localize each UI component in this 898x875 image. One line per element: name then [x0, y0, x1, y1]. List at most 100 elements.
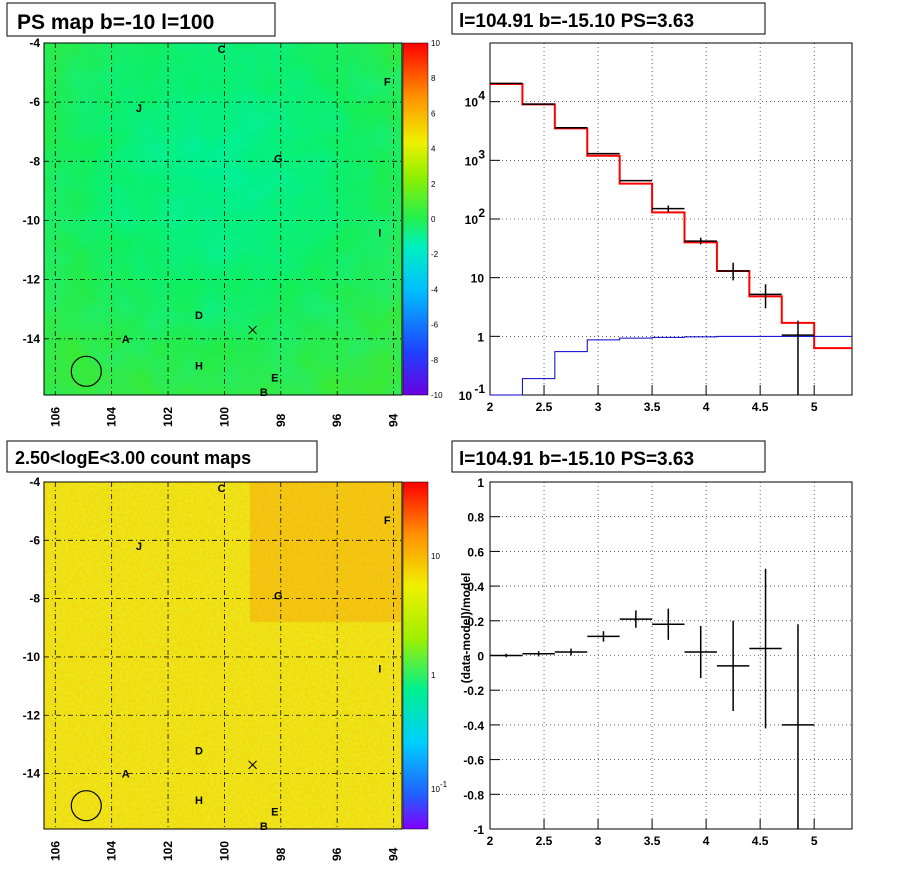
- residual-x-tick-2: 2: [487, 834, 494, 848]
- residual-x-tick-4.5: 4.5: [752, 834, 769, 848]
- bl-x-tick-96: 96: [330, 847, 344, 861]
- tl-x-tick-96: 96: [330, 413, 344, 427]
- bl-y-tick--4: -4: [29, 475, 40, 489]
- residual-panel: l=104.91 b=-15.10 PS=3.63 2 2.5 3 3.5 4 4.5 5 -…: [451, 440, 853, 848]
- ps-colorbar: [402, 42, 429, 396]
- spectrum-x-tick-5: 5: [811, 400, 818, 414]
- ps-map-sources: C F J G I D A H EB: [70, 44, 391, 399]
- tl-source-A: A: [122, 334, 130, 346]
- count-map-grid: [44, 481, 402, 829]
- bl-x-tick-100: 100: [217, 841, 231, 861]
- bl-psf-circle: [70, 790, 102, 822]
- count-map-frame: [43, 481, 403, 830]
- residual-y-tick--1: -1: [473, 823, 484, 837]
- bl-y-tick--10: -10: [23, 650, 41, 664]
- ps-map-frame: [43, 42, 403, 396]
- count-cbar-label-0.1-base: 10: [431, 785, 440, 794]
- tl-psf-circle: [70, 355, 102, 387]
- ps-map-y-ticks: -4 -6 -8 -10 -12 -14: [23, 36, 41, 346]
- tl-y-tick--10: -10: [23, 213, 41, 227]
- count-cbar-label-10: 10: [431, 552, 440, 561]
- tl-y-tick--14: -14: [23, 332, 41, 346]
- tl-source-G: G: [274, 153, 283, 165]
- spectrum-x-tick-2: 2: [487, 400, 494, 414]
- bl-source-F: F: [384, 515, 391, 527]
- ps-map-x-ticks: 106 104 102 100 98 96 94: [48, 407, 400, 427]
- ps-colorbar-labels: 10 8 6 4 2 0 -2 -4 -6 -8 -10: [431, 39, 443, 400]
- bl-source-B: B: [260, 821, 268, 833]
- count-map-sources: C F J G I D A H EB: [70, 483, 391, 833]
- bl-title: 2.50<logE<3.00 count maps: [15, 448, 251, 468]
- spectrum-y-tick-exp-3: 2: [478, 206, 485, 220]
- residual-y-label: (data-model)/model: [459, 573, 473, 684]
- tl-source-F: F: [384, 76, 391, 88]
- ps-cbar-label-6: -2: [431, 250, 439, 259]
- ps-cbar-label-1: 8: [431, 74, 436, 83]
- tl-source-H: H: [195, 360, 203, 372]
- residual-y-tick-1: 1: [477, 476, 484, 490]
- residual-x-tick-3: 3: [595, 834, 602, 848]
- bl-title-box: [6, 440, 318, 473]
- tl-x-tick-102: 102: [161, 407, 175, 427]
- spectrum-y-tick-base-4: 10: [465, 154, 479, 168]
- count-map-y-ticks: -4 -6 -8 -10 -12 -14: [23, 475, 41, 781]
- bl-y-tick--8: -8: [29, 592, 40, 606]
- tr-title-box: [451, 2, 766, 35]
- bl-source-I: I: [378, 664, 381, 676]
- ps-cbar-label-8: -6: [431, 321, 439, 330]
- residual-y-tick-0.4: 0.4: [467, 580, 484, 594]
- count-colorbar: [402, 481, 429, 830]
- tl-source-I: I: [378, 227, 381, 239]
- count-map-hot-region: [250, 482, 402, 622]
- tl-title: PS map b=-10 l=100: [17, 11, 214, 34]
- spectrum-x-tick-2.5: 2.5: [536, 400, 553, 414]
- bl-x-tick-106: 106: [48, 841, 62, 861]
- residual-y-tick--0.2: -0.2: [463, 684, 484, 698]
- bl-cross-marker: [248, 760, 257, 770]
- tl-source-E: E: [271, 372, 278, 384]
- ps-cbar-label-9: -8: [431, 356, 439, 365]
- bl-source-C: C: [218, 483, 226, 495]
- tr-title: l=104.91 b=-15.10 PS=3.63: [459, 11, 694, 32]
- ps-cbar-label-5: 0: [431, 215, 436, 224]
- spectrum-series-1-line: [490, 335, 852, 396]
- bl-source-H: H: [195, 795, 203, 807]
- bl-source-G: G: [274, 591, 283, 603]
- spectrum-y-tick-base-0: 10: [459, 389, 473, 403]
- residual-y-tick-0.6: 0.6: [467, 545, 484, 559]
- residual-y-tick-0: 0: [477, 650, 484, 664]
- tl-source-J: J: [136, 103, 142, 115]
- br-title-box: [451, 440, 766, 473]
- ps-cbar-label-2: 6: [431, 109, 436, 118]
- ps-map-texture: [44, 43, 402, 395]
- spectrum-y-tick-exp-4: 3: [478, 147, 485, 161]
- tl-title-box: [6, 2, 276, 37]
- residual-y-tick-0.2: 0.2: [467, 615, 484, 629]
- residual-x-tick-4: 4: [703, 834, 710, 848]
- spectrum-x-tick-4.5: 4.5: [752, 400, 769, 414]
- tl-x-tick-98: 98: [274, 413, 288, 427]
- tl-x-tick-100: 100: [217, 407, 231, 427]
- count-colorbar-labels: 10 1 10 -1: [431, 552, 448, 794]
- bl-x-tick-98: 98: [274, 847, 288, 861]
- residual-y-tick--0.4: -0.4: [463, 719, 484, 733]
- count-cbar-label-1: 1: [431, 671, 436, 680]
- bl-y-tick--14: -14: [23, 767, 41, 781]
- bl-y-tick--6: -6: [29, 533, 40, 547]
- count-cbar-label-0.1-exp: -1: [440, 780, 448, 789]
- spectrum-y-tick-base-5: 10: [465, 96, 479, 110]
- tl-x-tick-106: 106: [48, 407, 62, 427]
- ps-cbar-label-7: -4: [431, 285, 439, 294]
- bl-x-tick-104: 104: [105, 841, 119, 861]
- count-map-texture: [44, 482, 402, 829]
- tl-source-B: B: [260, 387, 268, 399]
- spectrum-y-tick-base-2: 10: [471, 272, 485, 286]
- residual-x-tick-5: 5: [811, 834, 818, 848]
- spectrum-x-tick-4: 4: [703, 400, 710, 414]
- ps-cbar-label-4: 2: [431, 180, 436, 189]
- spectrum-panel: l=104.91 b=-15.10 PS=3.63 2 2.5 3 3.5 4 4.5 5 1…: [451, 2, 853, 414]
- tl-source-D: D: [195, 310, 203, 322]
- bl-source-A: A: [122, 769, 130, 781]
- tl-y-tick--4: -4: [29, 36, 40, 50]
